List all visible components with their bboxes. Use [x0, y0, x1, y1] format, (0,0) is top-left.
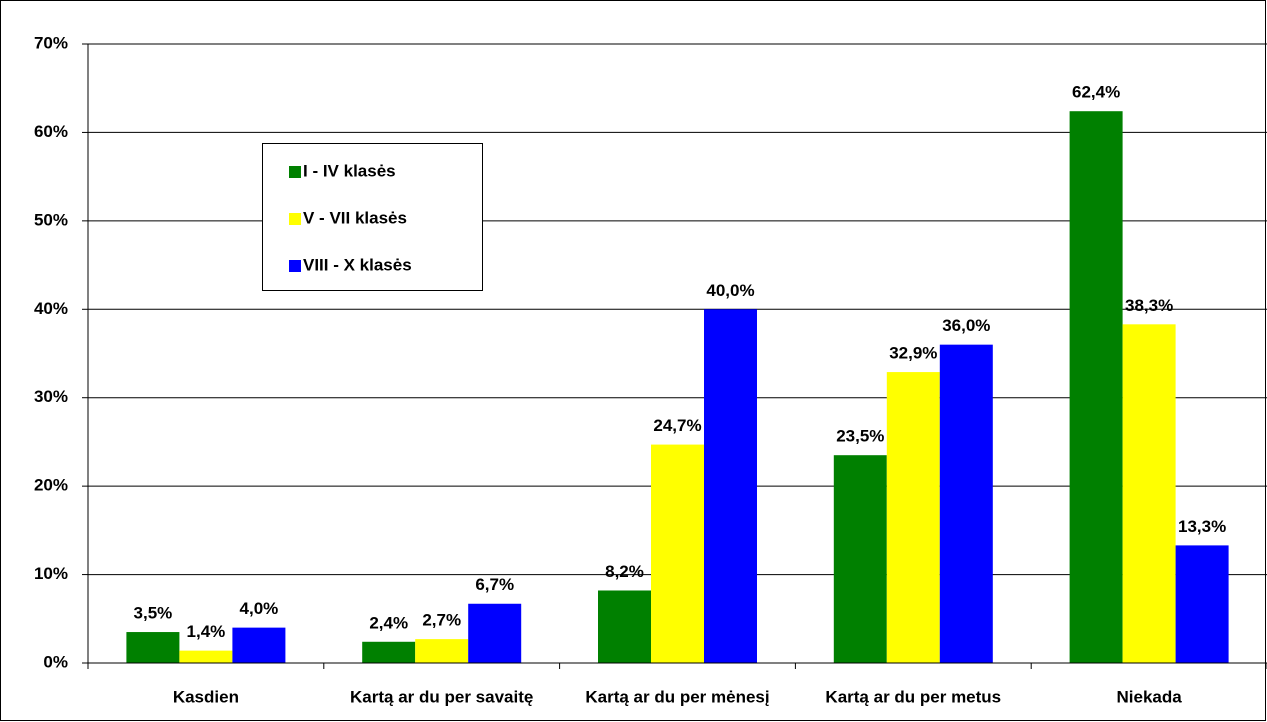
value-label: 62,4%	[1072, 83, 1120, 102]
value-label: 1,4%	[187, 622, 226, 641]
y-tick-label: 60%	[34, 122, 68, 141]
y-tick-label: 20%	[34, 476, 68, 495]
value-label: 3,5%	[134, 604, 173, 623]
x-tick-label: Kartą ar du per mėnesį	[585, 687, 769, 706]
bar	[704, 309, 757, 663]
value-label: 13,3%	[1178, 517, 1226, 536]
bar	[886, 372, 940, 663]
x-tick-label: Kartą ar du per savaitę	[350, 687, 533, 706]
value-label: 6,7%	[475, 575, 514, 594]
y-tick-label: 50%	[34, 210, 68, 229]
value-label: 2,4%	[369, 613, 408, 632]
bar	[1069, 111, 1123, 664]
value-label: 4,0%	[240, 599, 279, 618]
value-label: 24,7%	[653, 416, 701, 435]
bar	[232, 627, 286, 663]
y-tick-label: 30%	[34, 387, 68, 406]
value-label: 38,3%	[1125, 296, 1173, 315]
bar	[468, 603, 522, 663]
value-label: 40,0%	[706, 281, 754, 300]
bar	[1175, 545, 1229, 663]
value-label: 36,0%	[942, 316, 990, 335]
bar	[1122, 324, 1176, 663]
legend-label: I - IV klasės	[303, 161, 396, 180]
bar	[415, 639, 469, 663]
value-label: 2,7%	[422, 611, 461, 630]
y-tick-label: 40%	[34, 299, 68, 318]
value-label: 8,2%	[605, 562, 644, 581]
bar	[939, 344, 993, 663]
legend-swatch	[289, 260, 301, 272]
bar	[598, 590, 651, 663]
y-tick-label: 0%	[43, 652, 68, 671]
bar	[362, 641, 416, 663]
value-label: 23,5%	[836, 427, 884, 446]
bar	[651, 444, 704, 663]
legend-swatch	[289, 213, 301, 225]
y-tick-label: 10%	[34, 564, 68, 583]
legend-label: VIII - X klasės	[303, 255, 412, 274]
x-tick-label: Kartą ar du per metus	[825, 687, 1001, 706]
value-label: 32,9%	[889, 344, 937, 363]
bar	[833, 455, 887, 663]
x-tick-label: Niekada	[1116, 687, 1182, 706]
bar	[126, 632, 180, 663]
bar	[179, 650, 233, 663]
legend-swatch	[289, 166, 301, 178]
legend-label: V - VII klasės	[303, 208, 407, 227]
y-tick-label: 70%	[34, 33, 68, 52]
x-tick-label: Kasdien	[173, 687, 239, 706]
